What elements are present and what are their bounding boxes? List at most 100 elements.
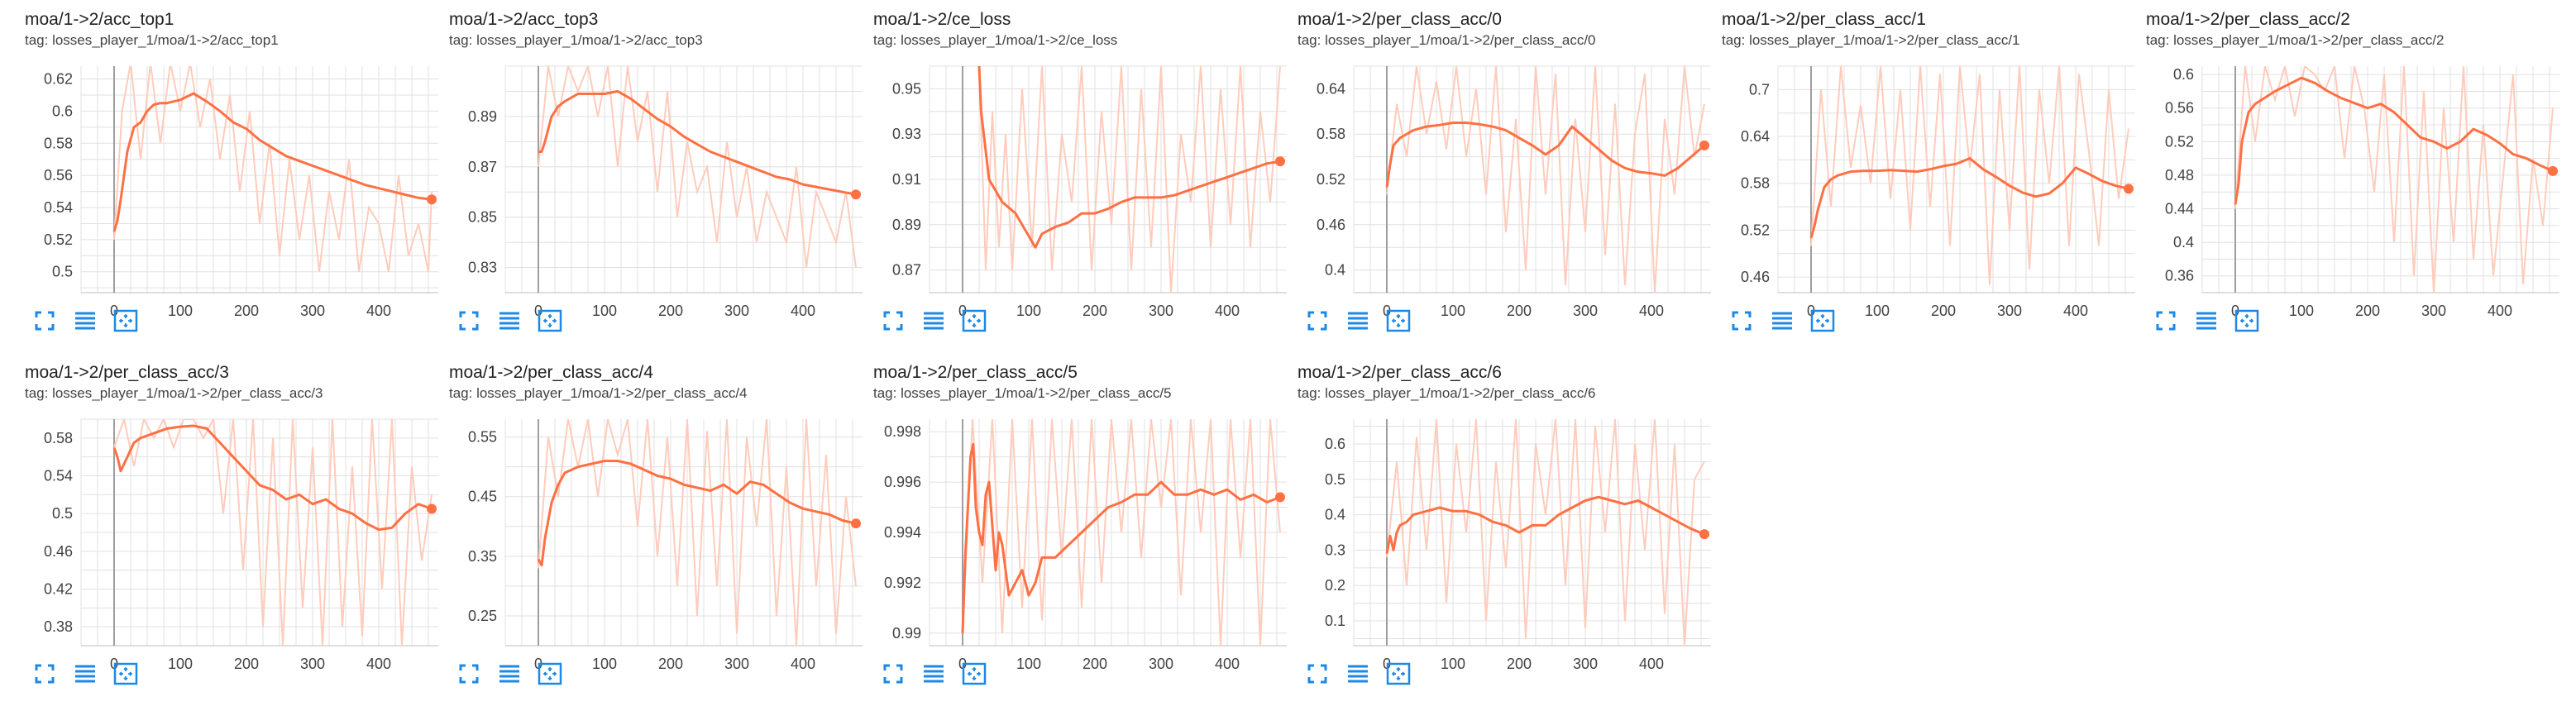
x-tick-label: 300 — [724, 303, 749, 319]
line-chart[interactable]: 0.460.520.580.640.70 100 200 300 400 — [1720, 55, 2150, 321]
last-value-marker — [1699, 140, 1709, 150]
card-title: moa/1->2/per_class_acc/2 — [2146, 10, 2350, 29]
scalar-card: moa/1->2/per_class_acc/1 tag: losses_play… — [1720, 8, 2135, 347]
fit-domain-icon[interactable] — [112, 308, 139, 334]
x-tick-label: 400 — [2063, 303, 2088, 319]
x-tick-label: 200 — [1507, 303, 1532, 319]
data-table-icon[interactable] — [72, 661, 98, 687]
card-title: moa/1->2/per_class_acc/1 — [1722, 10, 1926, 29]
y-tick-label: 0.58 — [1741, 175, 1770, 192]
y-tick-label: 0.6 — [52, 103, 73, 119]
smoothed-series-line — [1385, 495, 1705, 554]
y-tick-label: 0.62 — [44, 71, 73, 88]
fit-domain-icon[interactable] — [961, 308, 987, 334]
y-tick-label: 0.46 — [1741, 269, 1770, 285]
last-value-marker — [1275, 492, 1285, 503]
y-tick-label: 0.38 — [44, 618, 73, 635]
fullscreen-icon[interactable] — [456, 308, 482, 334]
data-table-icon[interactable] — [2193, 308, 2220, 334]
x-tick-label: 400 — [791, 656, 815, 672]
y-tick-label: 0.48 — [2165, 167, 2194, 184]
fit-domain-icon[interactable] — [112, 661, 139, 687]
y-tick-label: 0.25 — [468, 608, 497, 624]
raw-series-line — [1810, 66, 2129, 285]
last-value-marker — [427, 194, 437, 205]
fullscreen-icon[interactable] — [31, 308, 58, 334]
x-tick-label: 200 — [658, 303, 683, 319]
scalar-card: moa/1->2/acc_top3 tag: losses_player_1/mo… — [447, 8, 863, 347]
y-tick-label: 0.52 — [44, 231, 73, 248]
x-tick-label: 100 — [168, 303, 193, 319]
x-tick-label: 100 — [1016, 303, 1041, 319]
raw-series-line — [1386, 419, 1705, 646]
smoothed-series-line — [977, 66, 1281, 249]
line-chart[interactable]: 0.870.890.910.930.950 100 200 300 400 — [872, 55, 1302, 321]
line-chart[interactable]: 0.380.420.460.50.540.580 100 200 300 400 — [23, 408, 453, 674]
fullscreen-icon[interactable] — [1304, 308, 1331, 334]
x-tick-label: 200 — [658, 656, 683, 672]
card-tag: tag: losses_player_1/moa/1->2/per_class_… — [1298, 32, 1596, 48]
fullscreen-icon[interactable] — [456, 661, 482, 687]
fullscreen-icon[interactable] — [880, 308, 906, 334]
x-tick-label: 300 — [1149, 656, 1173, 672]
line-chart[interactable]: 0.830.850.870.890 100 200 300 400 — [447, 55, 877, 321]
fit-domain-icon[interactable] — [537, 308, 563, 334]
line-chart[interactable]: 0.10.20.30.40.50.60 100 200 300 400 — [1296, 408, 1726, 674]
line-chart[interactable]: 0.360.40.440.480.520.560.60 100 200 300 400 — [2144, 55, 2574, 321]
scalar-card: moa/1->2/ce_loss tag: losses_player_1/moa… — [872, 8, 1287, 347]
data-table-icon[interactable] — [1345, 308, 1371, 334]
y-tick-label: 0.6 — [1325, 436, 1345, 452]
x-tick-label: 400 — [366, 656, 391, 672]
card-tag: tag: losses_player_1/moa/1->2/per_class_… — [449, 385, 748, 401]
x-tick-label: 400 — [366, 303, 391, 319]
fit-domain-icon[interactable] — [1385, 661, 1412, 687]
card-tag: tag: losses_player_1/moa/1->2/acc_top1 — [25, 32, 279, 48]
fit-domain-icon[interactable] — [2234, 308, 2260, 334]
line-chart[interactable]: 0.40.460.520.580.640 100 200 300 400 — [1296, 55, 1726, 321]
y-tick-label: 0.36 — [2165, 268, 2194, 284]
fullscreen-icon[interactable] — [2153, 308, 2179, 334]
data-table-icon[interactable] — [1345, 661, 1371, 687]
y-tick-label: 0.64 — [1741, 128, 1770, 145]
fullscreen-icon[interactable] — [1304, 661, 1331, 687]
data-table-icon[interactable] — [1769, 308, 1795, 334]
fit-domain-icon[interactable] — [537, 661, 563, 687]
y-tick-label: 0.55 — [468, 429, 497, 446]
x-tick-label: 200 — [2355, 303, 2380, 319]
data-table-icon[interactable] — [496, 661, 523, 687]
data-table-icon[interactable] — [920, 308, 947, 334]
x-tick-label: 300 — [2421, 303, 2446, 319]
y-tick-label: 0.42 — [44, 581, 73, 598]
data-table-icon[interactable] — [920, 661, 947, 687]
card-title: moa/1->2/ce_loss — [873, 10, 1011, 29]
scalar-card: moa/1->2/per_class_acc/2 tag: losses_play… — [2144, 8, 2559, 347]
y-tick-label: 0.58 — [44, 135, 73, 151]
line-chart[interactable]: 0.250.350.450.550 100 200 300 400 — [447, 408, 877, 674]
y-tick-label: 0.89 — [468, 108, 497, 125]
grid-lines — [80, 66, 438, 293]
data-table-icon[interactable] — [496, 308, 523, 334]
y-tick-label: 0.4 — [1325, 507, 1345, 523]
fit-domain-icon[interactable] — [1809, 308, 1836, 334]
fullscreen-icon[interactable] — [880, 661, 906, 687]
y-tick-label: 0.54 — [44, 199, 73, 216]
scalar-card: moa/1->2/per_class_acc/5 tag: losses_play… — [872, 361, 1287, 700]
fullscreen-icon[interactable] — [31, 661, 58, 687]
line-chart[interactable]: 0.50.520.540.560.580.60.620 100 200 300 400 — [23, 55, 453, 321]
last-value-marker — [2124, 184, 2134, 194]
x-tick-label: 200 — [234, 656, 259, 672]
fullscreen-icon[interactable] — [1728, 308, 1755, 334]
card-tag: tag: losses_player_1/moa/1->2/per_class_… — [1298, 385, 1596, 401]
x-tick-label: 100 — [1441, 656, 1465, 672]
y-tick-label: 0.56 — [2165, 100, 2194, 117]
last-value-marker — [427, 503, 437, 514]
grid-lines — [1353, 419, 1711, 646]
data-table-icon[interactable] — [72, 308, 98, 334]
y-tick-label: 0.996 — [884, 474, 921, 490]
x-tick-label: 300 — [724, 656, 749, 672]
y-tick-label: 0.992 — [884, 575, 921, 591]
fit-domain-icon[interactable] — [1385, 308, 1412, 334]
x-tick-label: 100 — [1441, 303, 1465, 319]
fit-domain-icon[interactable] — [961, 661, 987, 687]
